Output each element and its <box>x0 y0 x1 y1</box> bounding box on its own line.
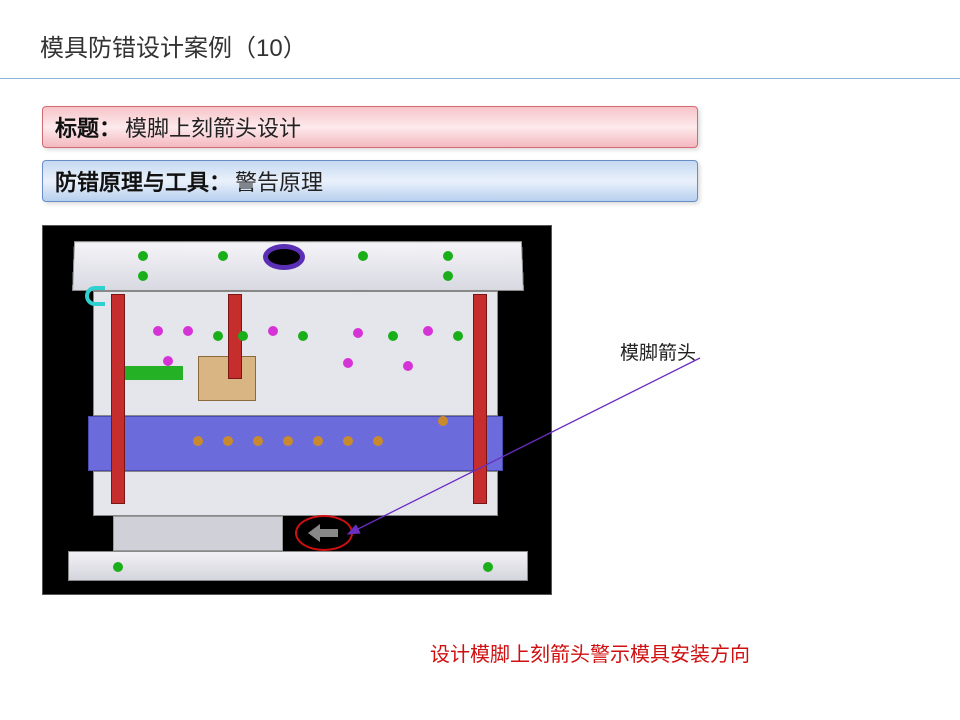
hole-dot <box>298 331 308 341</box>
hole-dot <box>268 326 278 336</box>
hole-dot <box>218 251 228 261</box>
hole-dot <box>483 562 493 572</box>
hole-dot <box>373 436 383 446</box>
hole-dot <box>453 331 463 341</box>
hole-dot <box>343 358 353 368</box>
hole-dot <box>113 562 123 572</box>
hole-dot <box>183 326 193 336</box>
base-panel <box>113 516 283 551</box>
hole-dot <box>238 331 248 341</box>
title-banner: 标题： 模脚上刻箭头设计 <box>42 106 698 148</box>
principle-banner-label: 防错原理与工具： <box>55 165 231 197</box>
hole-dot <box>138 271 148 281</box>
hole-dot <box>163 356 173 366</box>
hole-dot <box>223 436 233 446</box>
hole-dot <box>443 271 453 281</box>
title-banner-value: 模脚上刻箭头设计 <box>125 111 301 143</box>
title-banner-label: 标题： <box>55 111 121 143</box>
hole-dot <box>253 436 263 446</box>
lower-block <box>93 471 498 516</box>
small-block <box>198 356 256 401</box>
hole-dot <box>343 436 353 446</box>
hole-dot <box>193 436 203 446</box>
hole-dot <box>358 251 368 261</box>
hole-dot <box>353 328 363 338</box>
support-pillar <box>111 294 125 504</box>
callout-label: 模脚箭头 <box>620 338 696 365</box>
locating-ring <box>263 244 305 270</box>
hole-dot <box>213 331 223 341</box>
mid-block <box>93 291 498 416</box>
hole-dot <box>438 416 448 426</box>
support-pillar <box>473 294 487 504</box>
footer-note: 设计模脚上刻箭头警示模具安装方向 <box>430 638 750 667</box>
highlight-oval <box>295 515 353 551</box>
hole-dot <box>313 436 323 446</box>
cyan-hook <box>85 286 105 306</box>
hole-dot <box>283 436 293 446</box>
hole-dot <box>153 326 163 336</box>
hole-dot <box>403 361 413 371</box>
title-divider <box>0 78 960 79</box>
hole-dot <box>443 251 453 261</box>
page-title: 模具防错设计案例（10） <box>40 28 307 63</box>
principle-banner-value: 警告原理 <box>235 165 323 197</box>
principle-banner: 防错原理与工具： 警告原理 <box>42 160 698 202</box>
hole-dot <box>388 331 398 341</box>
hole-dot <box>423 326 433 336</box>
mold-diagram <box>42 225 552 595</box>
base-plate <box>68 551 528 581</box>
hole-dot <box>138 251 148 261</box>
